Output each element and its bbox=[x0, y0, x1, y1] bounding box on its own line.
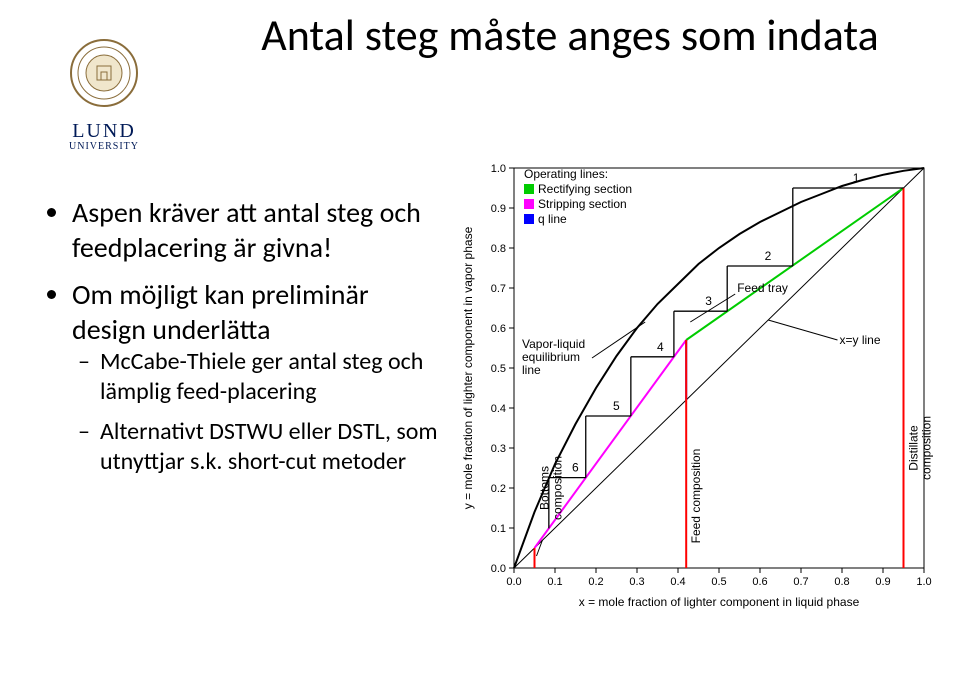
svg-text:q line: q line bbox=[538, 212, 567, 226]
svg-text:0.6: 0.6 bbox=[752, 576, 767, 588]
svg-text:0.8: 0.8 bbox=[834, 576, 849, 588]
svg-text:1.0: 1.0 bbox=[491, 163, 506, 175]
logo-name: LUND bbox=[44, 121, 164, 141]
page-title: Antal steg måste anges som indata bbox=[260, 10, 880, 61]
svg-text:0.1: 0.1 bbox=[547, 576, 562, 588]
svg-text:0.8: 0.8 bbox=[491, 243, 506, 255]
svg-text:y = mole fraction of lighter c: y = mole fraction of lighter component i… bbox=[461, 226, 475, 509]
svg-text:Bottoms: Bottoms bbox=[538, 466, 552, 510]
svg-text:x = mole fraction of lighter c: x = mole fraction of lighter component i… bbox=[579, 595, 860, 609]
svg-text:3: 3 bbox=[705, 294, 712, 308]
svg-text:0.9: 0.9 bbox=[875, 576, 890, 588]
seal-icon bbox=[69, 38, 139, 108]
svg-text:equilibrium: equilibrium bbox=[522, 350, 580, 364]
logo-sub: UNIVERSITY bbox=[44, 141, 164, 152]
svg-text:0.5: 0.5 bbox=[491, 363, 506, 375]
svg-text:0.3: 0.3 bbox=[491, 443, 506, 455]
svg-text:0.1: 0.1 bbox=[491, 523, 506, 535]
svg-text:composition: composition bbox=[551, 456, 565, 520]
svg-text:0.7: 0.7 bbox=[491, 283, 506, 295]
sub-bullet-1: McCabe-Thiele ger antal steg och lämplig… bbox=[100, 347, 444, 407]
svg-text:0.4: 0.4 bbox=[670, 576, 685, 588]
svg-text:Feed tray: Feed tray bbox=[737, 281, 788, 295]
svg-text:0.3: 0.3 bbox=[629, 576, 644, 588]
svg-text:0.2: 0.2 bbox=[588, 576, 603, 588]
mccabe-thiele-chart: 0.00.0 0.1 0.1 0.2 0.2 0.3 0.3 0.4 0.4 0.5 0.5 0.6 0… bbox=[454, 148, 954, 628]
svg-text:5: 5 bbox=[613, 399, 620, 413]
svg-text:line: line bbox=[522, 363, 541, 377]
svg-text:Vapor-liquid: Vapor-liquid bbox=[522, 337, 585, 351]
svg-text:Distillate: Distillate bbox=[907, 425, 921, 471]
svg-text:6: 6 bbox=[572, 461, 579, 475]
svg-text:0.4: 0.4 bbox=[491, 403, 506, 415]
svg-text:Feed composition: Feed composition bbox=[689, 449, 703, 544]
bullet-1: Aspen kräver att antal steg och feedplac… bbox=[72, 195, 444, 265]
svg-text:4: 4 bbox=[657, 340, 664, 354]
svg-text:0.0: 0.0 bbox=[506, 576, 521, 588]
svg-text:composition: composition bbox=[920, 416, 934, 480]
svg-text:Stripping section: Stripping section bbox=[538, 197, 627, 211]
bullet-list: Aspen kräver att antal steg och feedplac… bbox=[44, 195, 444, 491]
svg-text:0.0: 0.0 bbox=[491, 563, 506, 575]
svg-text:0.6: 0.6 bbox=[491, 323, 506, 335]
svg-text:0.5: 0.5 bbox=[711, 576, 726, 588]
sub-bullet-2: Alternativt DSTWU eller DSTL, som utnytt… bbox=[100, 417, 444, 477]
svg-text:2: 2 bbox=[765, 249, 772, 263]
university-logo: LUND UNIVERSITY bbox=[44, 38, 164, 152]
svg-text:0.9: 0.9 bbox=[491, 203, 506, 215]
svg-text:1: 1 bbox=[853, 171, 860, 185]
svg-text:0.7: 0.7 bbox=[793, 576, 808, 588]
bullet-2: Om möjligt kan preliminär design underlä… bbox=[72, 277, 444, 477]
svg-text:0.2: 0.2 bbox=[491, 483, 506, 495]
svg-text:Rectifying section: Rectifying section bbox=[538, 182, 632, 196]
bullet-2-text: Om möjligt kan preliminär design underlä… bbox=[72, 277, 369, 347]
svg-text:x=y line: x=y line bbox=[840, 333, 881, 347]
svg-text:1.0: 1.0 bbox=[916, 576, 931, 588]
svg-text:Operating lines:: Operating lines: bbox=[524, 167, 608, 181]
